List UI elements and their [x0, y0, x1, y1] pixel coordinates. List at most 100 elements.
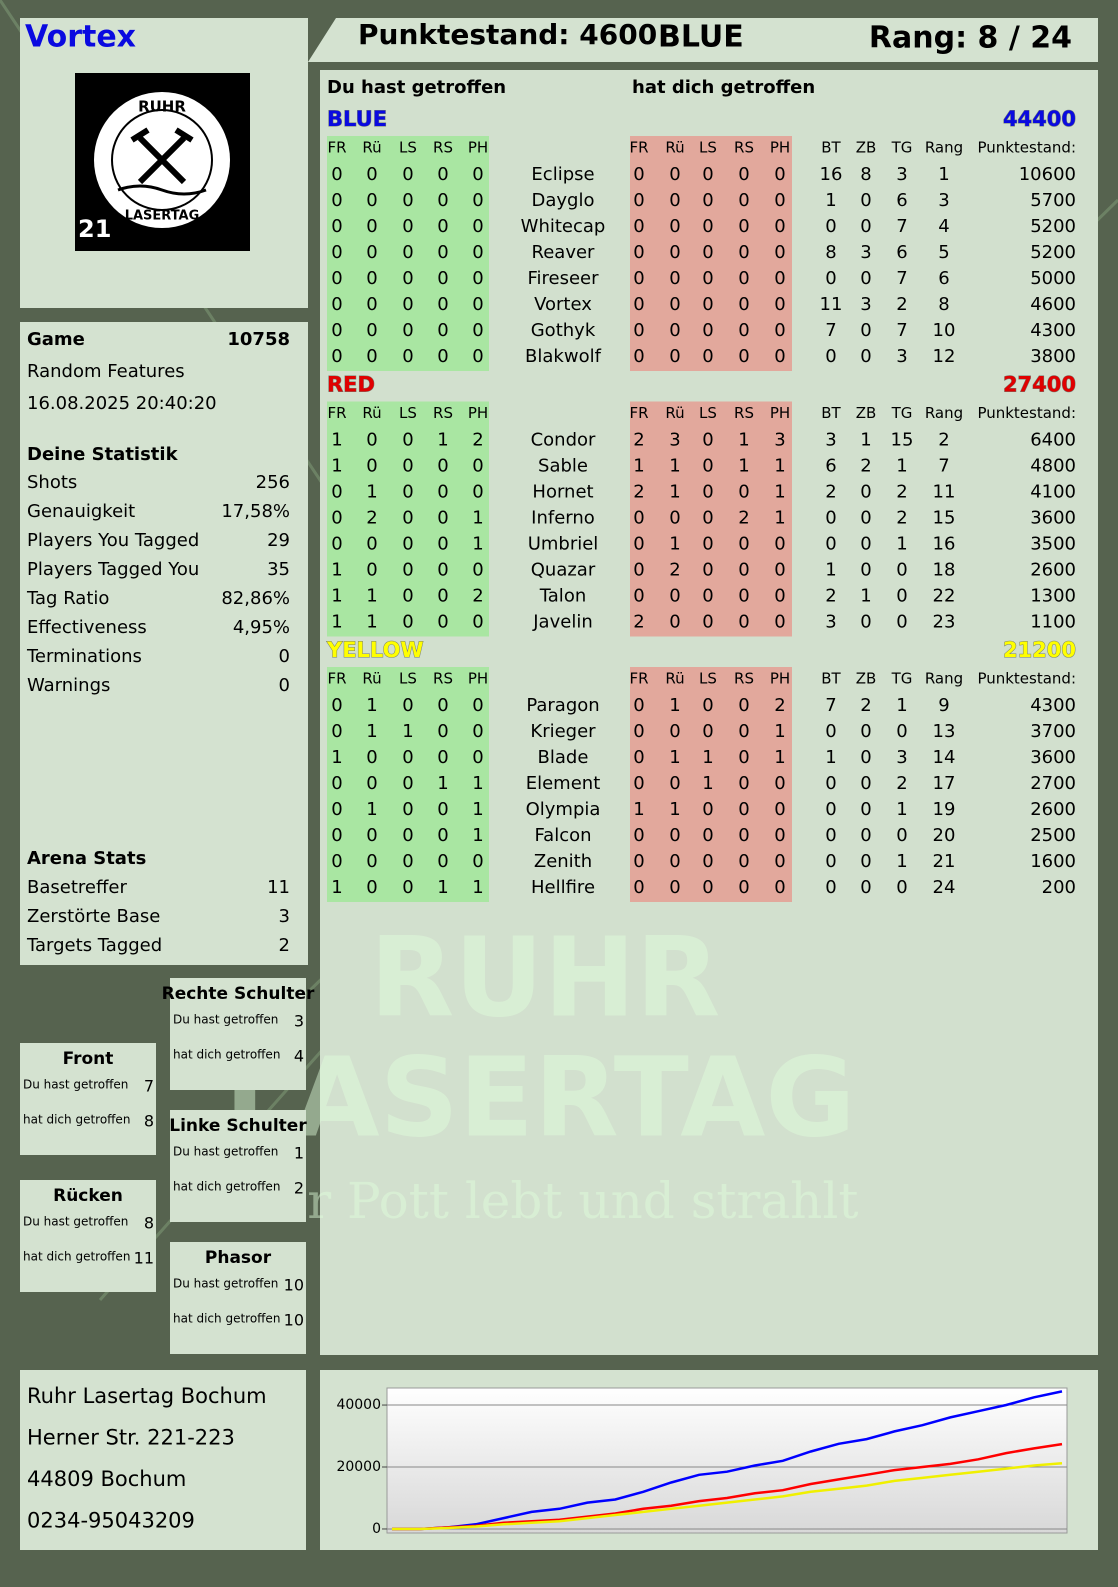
received-cell: 0: [702, 586, 713, 607]
column-header: FR: [327, 139, 346, 157]
stat-cell: 0: [860, 534, 871, 555]
column-header: RS: [433, 139, 453, 157]
stat-cell: 12: [933, 346, 956, 367]
given-title: Du hast getroffen: [327, 77, 506, 98]
given-cell: 0: [402, 164, 413, 185]
column-header: TG: [891, 404, 913, 422]
stat-cell: 0: [860, 747, 871, 768]
stat-cell: 3: [896, 164, 907, 185]
player-name-cell: Blade: [538, 747, 589, 768]
given-cell: 0: [366, 747, 377, 768]
zone-box: [170, 1242, 306, 1354]
stat-value: 0: [279, 646, 290, 667]
received-cell: 0: [738, 346, 749, 367]
logo-text: RUHR: [138, 98, 186, 116]
zone-title: Linke Schulter: [169, 1116, 307, 1136]
stat-cell: 3600: [1030, 747, 1076, 768]
received-cell: 1: [669, 747, 680, 768]
column-header: RS: [433, 404, 453, 422]
column-header: Rü: [362, 139, 381, 157]
received-cell: 0: [774, 216, 785, 237]
given-cell: 0: [472, 268, 483, 289]
given-cell: 0: [402, 456, 413, 477]
y-tick-label: 20000: [336, 1459, 381, 1475]
arena-title: Arena Stats: [27, 848, 146, 869]
stat-cell: 10: [933, 320, 956, 341]
stat-cell: 4300: [1030, 320, 1076, 341]
received-cell: 0: [669, 268, 680, 289]
given-cell: 0: [366, 773, 377, 794]
stat-cell: 3600: [1030, 508, 1076, 529]
stat-cell: 14: [933, 747, 956, 768]
stat-value: 0: [279, 675, 290, 696]
given-cell: 0: [437, 164, 448, 185]
stat-cell: 3: [860, 294, 871, 315]
column-header: FR: [327, 404, 346, 422]
zone-box: [20, 1180, 156, 1292]
received-cell: 0: [774, 242, 785, 263]
column-header: Rü: [362, 404, 381, 422]
stat-cell: 4300: [1030, 695, 1076, 716]
received-cell: 0: [738, 586, 749, 607]
stat-cell: 19: [933, 799, 956, 820]
column-header: Rü: [665, 404, 684, 422]
zone-label: Du hast getroffen: [23, 1215, 128, 1229]
received-cell: 1: [738, 430, 749, 451]
stat-cell: 200: [1042, 877, 1076, 898]
received-cell: 0: [702, 430, 713, 451]
watermark: LASERTAG: [224, 1033, 855, 1161]
given-cell: 0: [437, 242, 448, 263]
received-cell: 1: [774, 482, 785, 503]
received-cell: 2: [633, 612, 644, 633]
given-cell: 1: [472, 534, 483, 555]
stat-cell: 3: [825, 612, 836, 633]
stat-cell: 7: [896, 216, 907, 237]
player-name-cell: Element: [526, 773, 601, 794]
received-cell: 0: [774, 164, 785, 185]
received-cell: 0: [738, 294, 749, 315]
received-cell: 1: [774, 456, 785, 477]
stat-label: Players You Tagged: [27, 530, 199, 551]
column-header: Punktestand:: [977, 670, 1076, 688]
given-cell: 0: [331, 773, 342, 794]
column-header: Rang: [925, 139, 963, 157]
given-cell: 0: [366, 216, 377, 237]
received-cell: 0: [738, 877, 749, 898]
stat-cell: 0: [860, 721, 871, 742]
received-cell: 0: [633, 773, 644, 794]
given-cell: 0: [402, 294, 413, 315]
zone-value: 8: [144, 1214, 154, 1233]
stat-cell: 15: [891, 430, 914, 451]
given-cell: 0: [402, 877, 413, 898]
given-cell: 0: [402, 695, 413, 716]
received-cell: 1: [633, 456, 644, 477]
received-cell: 0: [738, 242, 749, 263]
player-name-cell: Condor: [531, 430, 596, 451]
received-cell: 0: [633, 877, 644, 898]
given-cell: 0: [472, 242, 483, 263]
given-cell: 1: [366, 612, 377, 633]
stat-cell: 2700: [1030, 773, 1076, 794]
stat-cell: 3800: [1030, 346, 1076, 367]
stat-value: 256: [256, 472, 290, 493]
stat-cell: 1: [860, 586, 871, 607]
stat-cell: 11: [820, 294, 843, 315]
given-cell: 0: [366, 851, 377, 872]
stat-cell: 1: [896, 799, 907, 820]
given-cell: 2: [472, 586, 483, 607]
given-cell: 0: [472, 482, 483, 503]
stat-cell: 0: [825, 825, 836, 846]
stat-cell: 1: [896, 695, 907, 716]
zone-value: 3: [294, 1012, 304, 1031]
stat-cell: 0: [860, 825, 871, 846]
received-bg: [630, 136, 792, 371]
arena-value: 11: [267, 877, 290, 898]
stat-cell: 2: [860, 456, 871, 477]
stat-cell: 5700: [1030, 190, 1076, 211]
arena-value: 3: [279, 906, 290, 927]
stat-cell: 4100: [1030, 482, 1076, 503]
column-header: RS: [433, 670, 453, 688]
stat-label: Warnings: [27, 675, 110, 696]
given-cell: 0: [437, 294, 448, 315]
stat-cell: 5200: [1030, 242, 1076, 263]
